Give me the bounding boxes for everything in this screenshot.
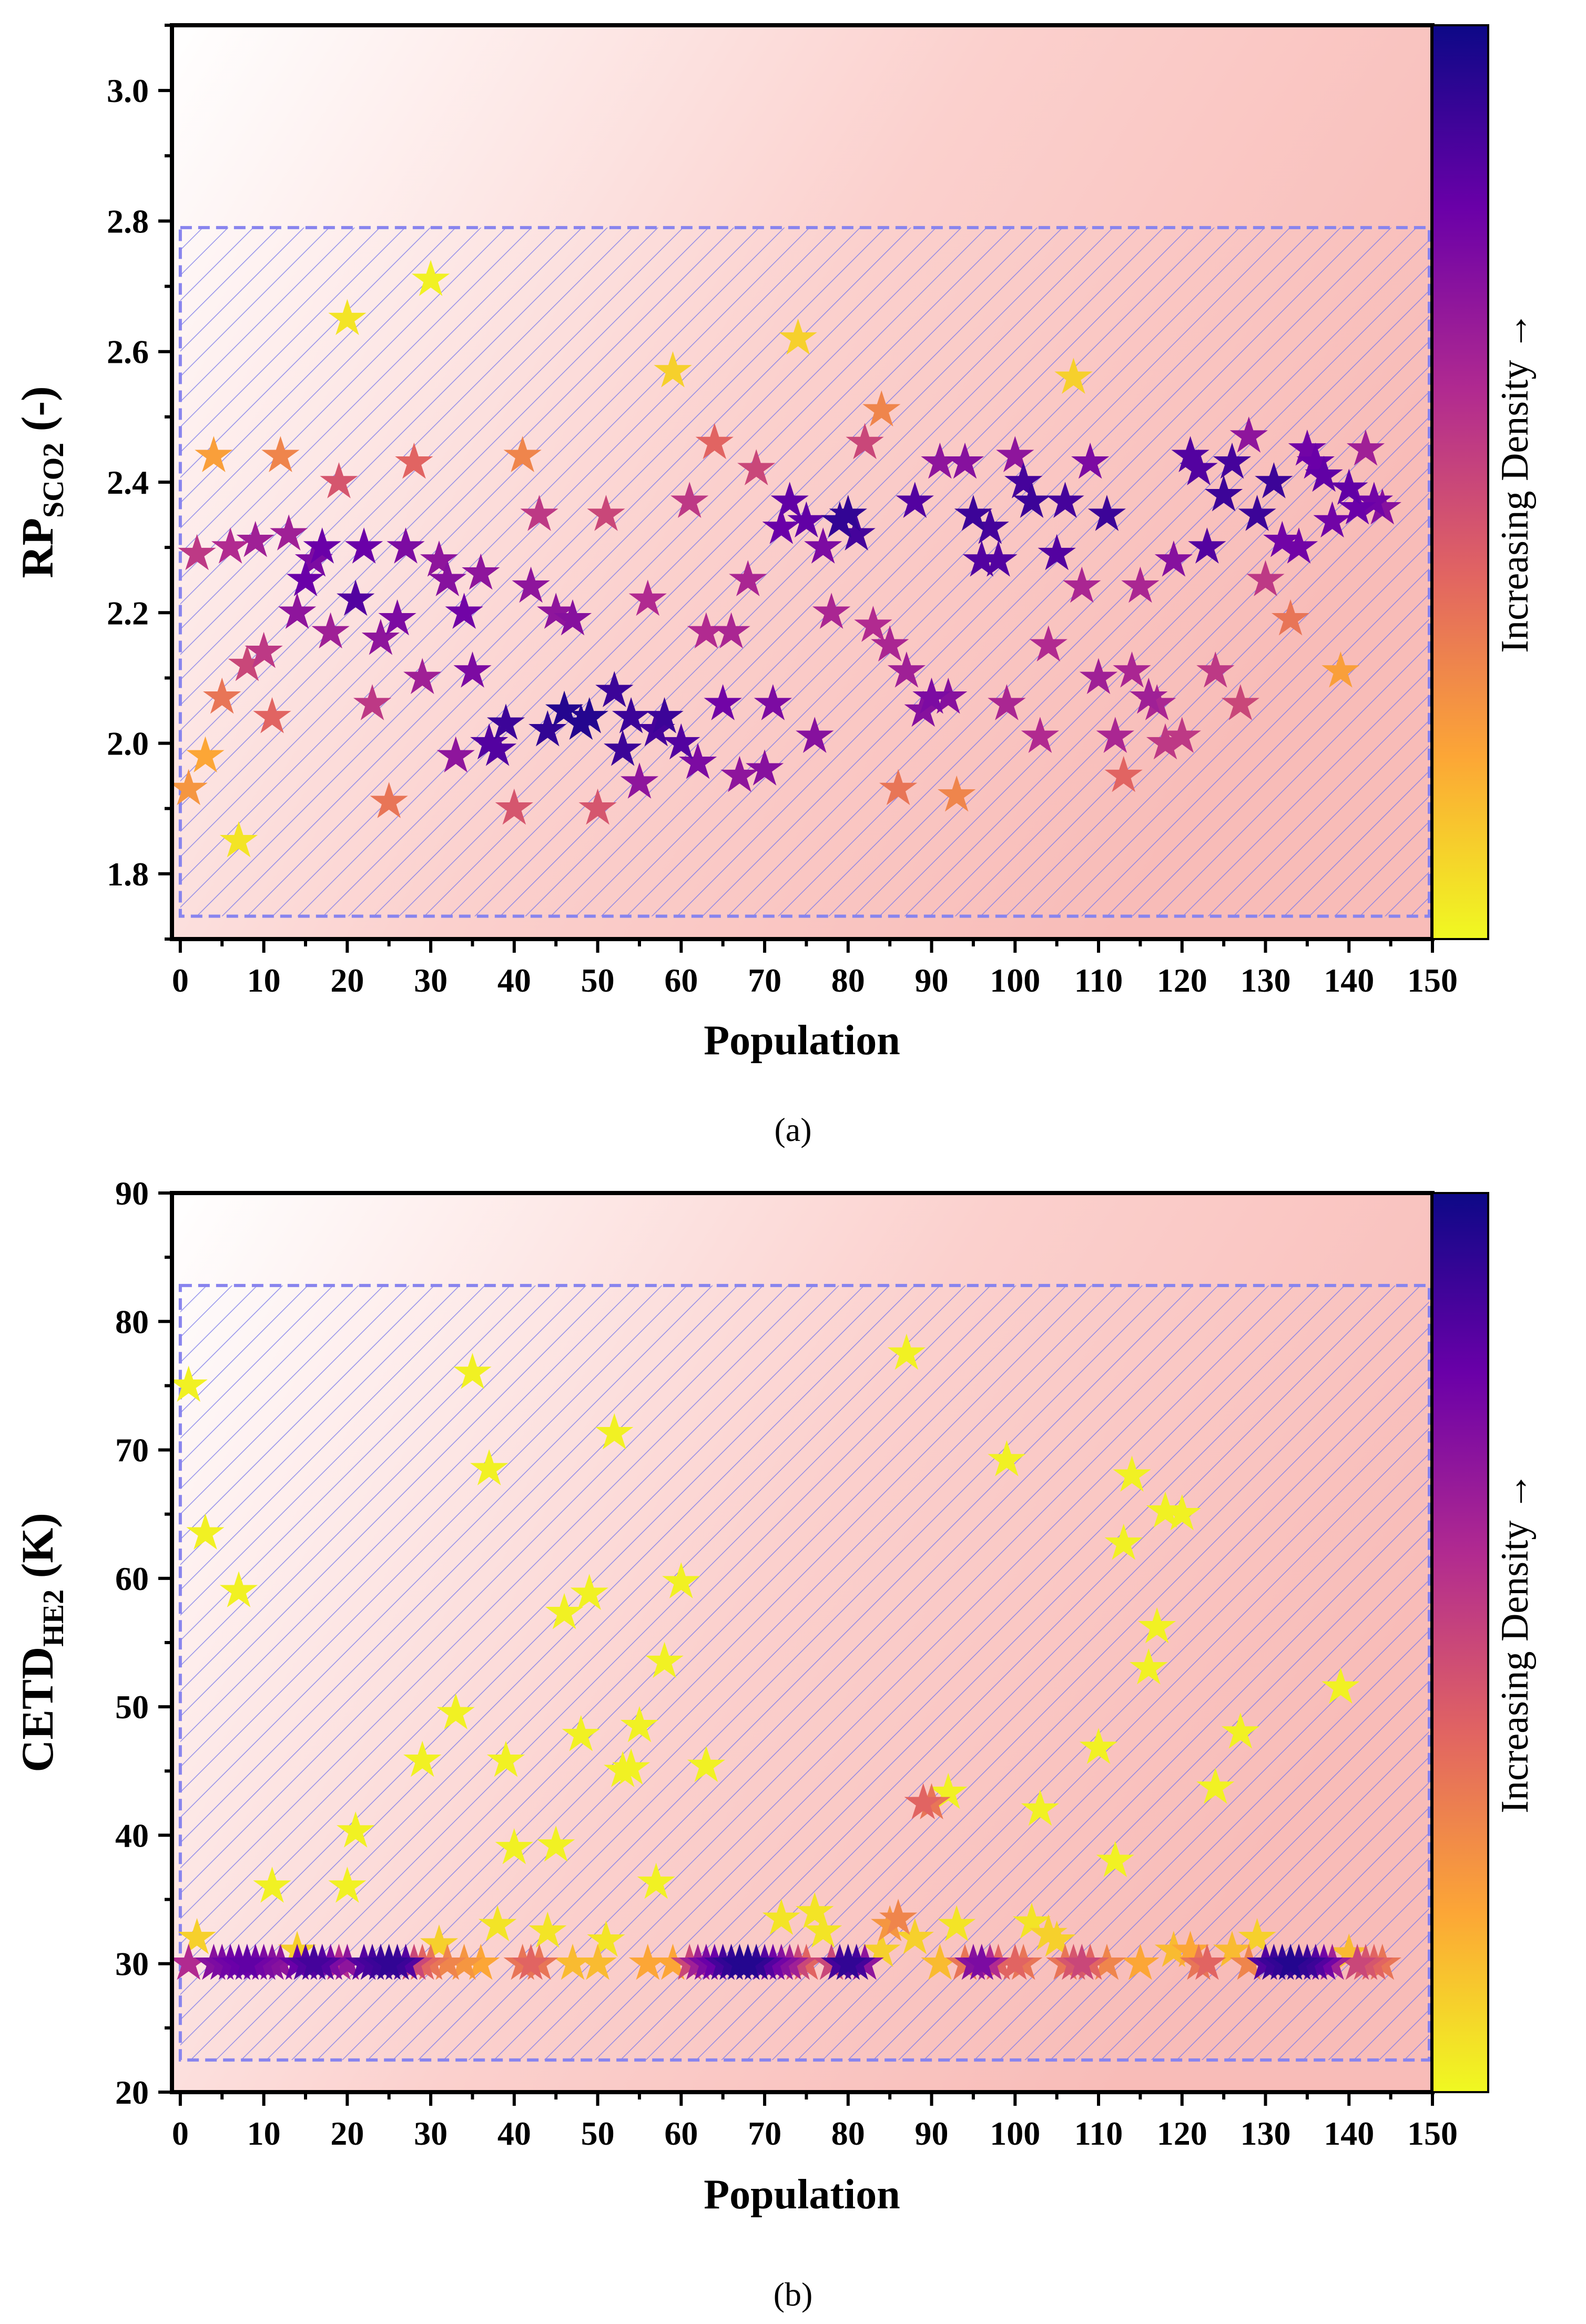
panel-a-colorbar xyxy=(1431,24,1489,940)
panel-a-x-tick-label: 20 xyxy=(330,962,364,999)
panel-b-x-tick-label: 120 xyxy=(1157,2115,1207,2152)
panel-a-colorbar-label: Increasing Density → xyxy=(1493,311,1537,653)
panel-a-x-tick-label: 90 xyxy=(915,962,949,999)
panel-a-feasible-region xyxy=(178,226,1431,918)
panel-a-y-tick-label: 2.2 xyxy=(107,594,149,631)
panel-a-x-tick-label: 110 xyxy=(1074,962,1123,999)
panel-b-x-tick-label: 150 xyxy=(1407,2115,1458,2152)
panel-b-x-tick-label: 40 xyxy=(497,2115,531,2152)
panel-a-x-tick-label: 10 xyxy=(247,962,281,999)
panel-b-x-tick-label: 70 xyxy=(748,2115,781,2152)
panel-b-y-tick-label: 60 xyxy=(115,1560,149,1597)
panel-b-colorbar xyxy=(1431,1192,1489,2093)
panel-b-x-tick-label: 20 xyxy=(330,2115,364,2152)
panel-b-y-axis-title-main: CETD xyxy=(12,1647,63,1772)
panel-a-x-tick-label: 100 xyxy=(990,962,1040,999)
panel-a-y-tick-label: 2.8 xyxy=(107,202,149,240)
panel-b-x-tick-label: 140 xyxy=(1324,2115,1374,2152)
panel-b-y-tick-label: 80 xyxy=(115,1303,149,1340)
panel-a-x-tick-label: 130 xyxy=(1241,962,1291,999)
panel-b-x-tick-label: 60 xyxy=(664,2115,698,2152)
panel-a-y-axis-title-sub: SCO2 xyxy=(37,443,70,518)
panel-a-y-tick-label: 3.0 xyxy=(107,72,149,109)
panel-b-x-tick-label: 130 xyxy=(1241,2115,1291,2152)
panel-b-y-axis-title: CETDHE2 (K) xyxy=(12,1513,70,1772)
panel-b-y-tick-label: 40 xyxy=(115,1817,149,1854)
panel-a-x-tick-label: 0 xyxy=(172,962,189,999)
panel-b-colorbar-label: Increasing Density → xyxy=(1493,1472,1537,1813)
panel-b-y-tick-label: 30 xyxy=(115,1945,149,1983)
panel-b-y-tick-label: 70 xyxy=(115,1432,149,1469)
panel-a-x-ticks: 0 10 20 30 40 50 60 70 80 90 100 110 120 130 140 150 xyxy=(172,939,1458,999)
panel-a-chart: 0 10 20 30 40 50 60 70 80 90 100 110 120 130 140 150 1.… xyxy=(12,23,1537,1148)
panel-a-caption: (a) xyxy=(774,1111,811,1148)
panel-a-x-tick-label: 40 xyxy=(497,962,531,999)
panel-b-x-tick-label: 0 xyxy=(172,2115,189,2152)
panel-a-x-tick-label: 80 xyxy=(831,962,865,999)
panel-a-x-tick-label: 120 xyxy=(1157,962,1207,999)
panel-a-y-axis-title-unit: (-) xyxy=(12,386,63,442)
panel-a-x-tick-label: 60 xyxy=(664,962,698,999)
panel-b-y-axis-title-unit: (K) xyxy=(12,1513,63,1589)
panel-a-x-tick-label: 70 xyxy=(748,962,781,999)
panel-a-y-axis-title-main: RP xyxy=(12,518,63,578)
panel-a-y-ticks: 1.8 2.0 2.2 2.4 2.6 2.8 3.0 xyxy=(107,24,172,941)
panel-b-x-tick-label: 30 xyxy=(414,2115,448,2152)
panel-b-x-tick-label: 90 xyxy=(915,2115,949,2152)
panel-b-x-axis-title: Population xyxy=(704,2172,900,2218)
panel-b-x-ticks: 0 10 20 30 40 50 60 70 80 90 100 110 120 130 140 150 xyxy=(172,2092,1458,2152)
panel-b-x-tick-label: 80 xyxy=(831,2115,865,2152)
panel-b-y-axis-title-sub: HE2 xyxy=(37,1589,70,1647)
panel-b-x-tick-label: 110 xyxy=(1074,2115,1123,2152)
panel-a-y-tick-label: 1.8 xyxy=(107,855,149,893)
panel-b-y-tick-label: 50 xyxy=(115,1688,149,1726)
panel-a-y-tick-label: 2.6 xyxy=(107,333,149,371)
panel-a-y-axis-title: RPSCO2 (-) xyxy=(12,386,70,578)
panel-a-x-tick-label: 50 xyxy=(581,962,615,999)
panel-b-chart: 0 10 20 30 40 50 60 70 80 90 100 110 120 130 140 150 20… xyxy=(12,1175,1537,2313)
panel-a-y-tick-label: 2.4 xyxy=(107,464,149,501)
panel-a-x-axis-title: Population xyxy=(704,1017,900,1064)
panel-b-caption: (b) xyxy=(774,2276,813,2313)
panel-b-feasible-region xyxy=(178,1283,1431,2062)
panel-b-y-tick-label: 20 xyxy=(115,2074,149,2111)
panel-a-x-tick-label: 140 xyxy=(1324,962,1374,999)
panel-a-x-tick-label: 30 xyxy=(414,962,448,999)
panel-a-y-tick-label: 2.0 xyxy=(107,725,149,762)
panel-b-y-ticks: 20 30 40 50 60 70 80 90 xyxy=(115,1175,172,2111)
panel-b-x-tick-label: 100 xyxy=(990,2115,1040,2152)
panel-a-x-tick-label: 150 xyxy=(1407,962,1458,999)
panel-b-x-tick-label: 10 xyxy=(247,2115,281,2152)
panel-b-y-tick-label: 90 xyxy=(115,1175,149,1212)
panel-b-x-tick-label: 50 xyxy=(581,2115,615,2152)
